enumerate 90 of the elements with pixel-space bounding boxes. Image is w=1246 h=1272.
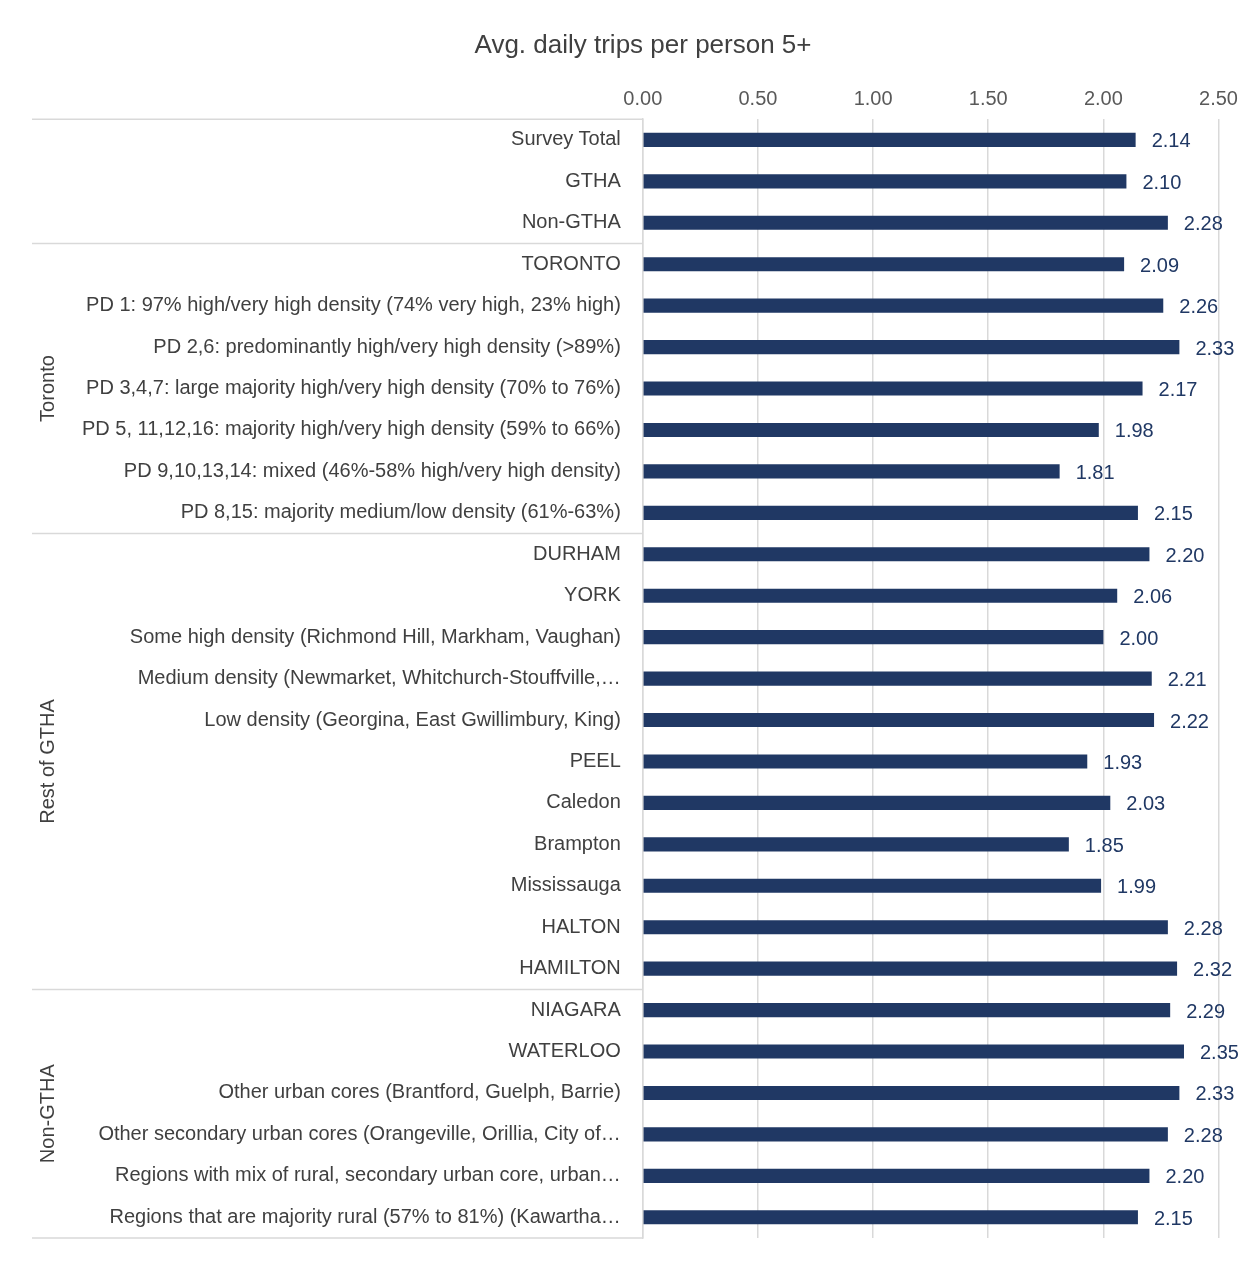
data-label: 1.81 xyxy=(1075,460,1115,483)
bar xyxy=(643,132,1136,147)
y-tick-label: DURHAM xyxy=(533,541,621,564)
bar xyxy=(643,1210,1138,1225)
data-label: 2.33 xyxy=(1195,336,1235,359)
data-label: 2.09 xyxy=(1140,253,1180,276)
bar xyxy=(643,712,1155,728)
bar xyxy=(643,837,1069,852)
bar xyxy=(643,961,1178,976)
y-tick-label: NIAGARA xyxy=(530,997,622,1020)
bar xyxy=(643,795,1111,810)
bar xyxy=(643,464,1060,479)
bar xyxy=(643,381,1143,396)
data-label: 2.33 xyxy=(1195,1082,1235,1105)
y-tick-label: Brampton xyxy=(534,831,621,854)
x-tick-label: 1.00 xyxy=(853,86,893,109)
y-tick-label: YORK xyxy=(564,583,622,606)
y-tick-label: PD 9,10,13,14: mixed (46%-58% high/very high density) xyxy=(123,458,621,481)
bar xyxy=(643,505,1138,520)
bar xyxy=(643,754,1088,769)
data-label: 2.15 xyxy=(1153,502,1193,525)
bar xyxy=(643,547,1150,562)
y-tick-label: Mississauga xyxy=(510,873,622,896)
y-tick-label: PD 8,15: majority medium/low density (61%-63%) xyxy=(180,500,621,523)
x-tick-label: 1.50 xyxy=(968,86,1008,109)
y-tick-label: Other urban cores (Brantford, Guelph, Barrie) xyxy=(218,1080,621,1103)
y-tick-label: TORONTO xyxy=(521,251,621,274)
bar xyxy=(643,257,1125,272)
bar xyxy=(643,215,1168,230)
data-label: 2.21 xyxy=(1167,668,1207,691)
y-tick-label: Other secondary urban cores (Orangeville, Orillia, City of… xyxy=(98,1121,621,1144)
data-label: 2.35 xyxy=(1199,1041,1239,1064)
y-tick-label: PD 1: 97% high/very high density (74% very high, 23% high) xyxy=(86,293,621,316)
bar xyxy=(643,630,1104,645)
data-label: 2.20 xyxy=(1165,1165,1205,1188)
text: Toronto xyxy=(35,355,58,422)
bar xyxy=(643,298,1164,313)
y-tick-label: PD 3,4,7: large majority high/very high density (70% to 76%) xyxy=(86,376,621,399)
data-label: 2.26 xyxy=(1179,295,1219,318)
bar xyxy=(643,588,1118,603)
bar xyxy=(643,1003,1171,1018)
bar xyxy=(643,1127,1168,1142)
y-tick-label: Regions that are majority rural (57% to 81%) (Kawartha… xyxy=(109,1204,621,1227)
y-tick-label: WATERLOO xyxy=(508,1039,621,1062)
bar xyxy=(643,1168,1150,1183)
y-tick-label: PD 2,6: predominantly high/very high density (>89%) xyxy=(153,334,621,357)
data-label: 2.28 xyxy=(1183,916,1223,939)
y-tick-label: Caledon xyxy=(546,790,621,813)
bar xyxy=(643,340,1180,355)
y-tick-label: HAMILTON xyxy=(519,956,621,979)
y-tick-label: PEEL xyxy=(569,748,621,771)
data-label: 2.29 xyxy=(1186,999,1226,1022)
bar xyxy=(643,174,1127,189)
data-label: 1.98 xyxy=(1114,419,1154,442)
data-label: 1.93 xyxy=(1103,750,1143,773)
y-tick-label: HALTON xyxy=(541,914,621,937)
bar xyxy=(643,878,1102,893)
y-tick-label: Some high density (Richmond Hill, Markham, Vaughan) xyxy=(129,624,621,647)
text: Rest of GTHA xyxy=(35,698,58,824)
data-label: 2.10 xyxy=(1142,170,1182,193)
data-label: 2.17 xyxy=(1158,378,1198,401)
bar xyxy=(643,1085,1180,1101)
y-tick-label: PD 5, 11,12,16: majority high/very high density (59% to 66%) xyxy=(81,417,621,440)
data-label: 2.32 xyxy=(1193,958,1233,981)
y-tick-label: GTHA xyxy=(565,168,622,191)
y-tick-label: Regions with mix of rural, secondary urban core, urban… xyxy=(115,1163,621,1186)
data-label: 2.28 xyxy=(1183,212,1223,235)
data-label: 2.00 xyxy=(1119,626,1159,649)
data-label: 2.20 xyxy=(1165,543,1205,566)
chart-title: Avg. daily trips per person 5+ xyxy=(474,28,812,59)
y-tick-label: Non-GTHA xyxy=(521,210,622,233)
bar xyxy=(643,920,1168,935)
x-tick-label: 2.00 xyxy=(1083,86,1123,109)
data-label: 1.85 xyxy=(1084,833,1124,856)
x-tick-label: 0.50 xyxy=(738,86,778,109)
y-tick-label: Survey Total xyxy=(511,127,621,150)
bar xyxy=(643,671,1152,686)
x-tick-label: 2.50 xyxy=(1199,86,1239,109)
bar xyxy=(643,1044,1184,1059)
y-tick-label: Low density (Georgina, East Gwillimbury, King) xyxy=(204,707,621,730)
data-label: 1.99 xyxy=(1117,875,1157,898)
data-label: 2.14 xyxy=(1151,129,1191,152)
x-tick-label: 0.00 xyxy=(623,86,663,109)
data-label: 2.06 xyxy=(1133,585,1173,608)
data-label: 2.03 xyxy=(1126,792,1166,815)
data-label: 2.22 xyxy=(1170,709,1209,732)
data-label: 2.15 xyxy=(1153,1206,1193,1229)
y-tick-label: Medium density (Newmarket, Whitchurch-Stouffville,… xyxy=(137,666,621,689)
data-label: 2.28 xyxy=(1183,1123,1223,1146)
bar xyxy=(643,422,1099,438)
